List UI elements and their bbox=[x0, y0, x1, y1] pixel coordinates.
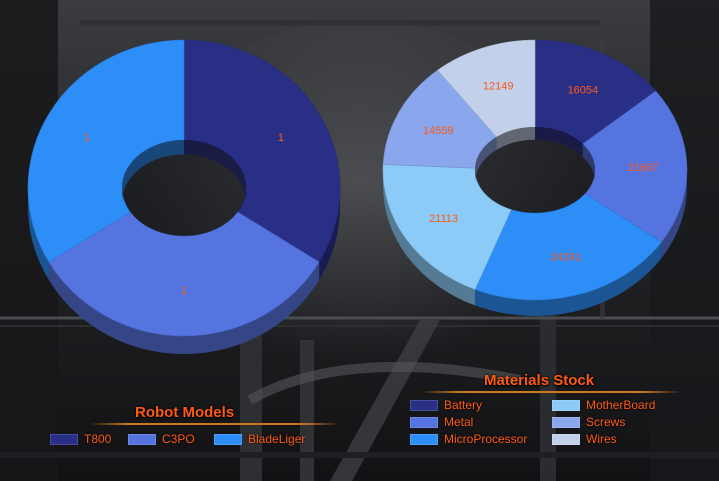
robot-models-hole bbox=[122, 140, 246, 236]
legend-item-wires[interactable]: Wires bbox=[552, 432, 617, 446]
materials-stock-inner-wall-metal bbox=[582, 143, 595, 183]
robot-models-legend-title: Robot Models bbox=[135, 404, 235, 421]
legend-swatch-screws bbox=[552, 416, 580, 428]
materials-stock-inner-wall-battery bbox=[535, 127, 583, 157]
materials-stock-value-label-motherboard: 21113 bbox=[429, 213, 458, 225]
materials-stock-hole bbox=[475, 127, 595, 213]
materials-stock-inner-wall-wires bbox=[496, 127, 535, 150]
legend-item-motherboard[interactable]: MotherBoard bbox=[552, 398, 655, 412]
legend-item-c3po[interactable]: C3PO bbox=[128, 432, 195, 446]
legend-swatch-metal bbox=[410, 416, 438, 428]
robot-models-value-label-t800: 1 bbox=[278, 132, 284, 144]
legend-label-motherboard: MotherBoard bbox=[586, 398, 656, 412]
legend-label-bladeliger: BladeLiger bbox=[248, 432, 306, 446]
legend-item-metal[interactable]: Metal bbox=[410, 415, 473, 429]
legend-label-battery: Battery bbox=[444, 398, 483, 412]
robot-models-value-label-bladeliger: 1 bbox=[84, 132, 90, 144]
materials-stock-value-label-microprocessor: 24291 bbox=[550, 251, 581, 263]
robot-models-side-bladeliger bbox=[28, 188, 49, 280]
legend-label-microprocessor: MicroProcessor bbox=[444, 432, 528, 446]
legend-label-c3po: C3PO bbox=[162, 432, 195, 446]
robot-models-side-t800 bbox=[319, 188, 340, 280]
legend-item-microprocessor[interactable]: MicroProcessor bbox=[410, 432, 527, 446]
legend-swatch-t800 bbox=[50, 433, 78, 445]
legend-item-bladeliger[interactable]: BladeLiger bbox=[214, 432, 305, 446]
materials-stock-slice-motherboard[interactable] bbox=[382, 164, 512, 290]
legend-swatch-bladeliger bbox=[214, 433, 242, 445]
materials-stock-inner-wall-screws bbox=[475, 136, 497, 181]
materials-stock-value-label-screws: 14559 bbox=[423, 125, 454, 137]
legend-label-t800: T800 bbox=[84, 432, 112, 446]
robot-models-side-c3po bbox=[48, 262, 320, 354]
materials-stock-slice-microprocessor[interactable] bbox=[474, 193, 662, 301]
materials-stock-side-metal bbox=[661, 170, 687, 259]
legend-label-metal: Metal bbox=[444, 415, 474, 429]
legend-item-battery[interactable]: Battery bbox=[410, 398, 482, 412]
legend-swatch-wires bbox=[552, 433, 580, 445]
materials-stock-value-label-wires: 12149 bbox=[483, 80, 514, 92]
legend-swatch-motherboard bbox=[552, 399, 580, 411]
robot-models-inner-wall-t800 bbox=[184, 140, 246, 203]
materials-stock-side-motherboard bbox=[383, 170, 475, 306]
materials-stock-value-label-metal: 21667 bbox=[628, 162, 659, 174]
legend-item-t800[interactable]: T800 bbox=[50, 432, 111, 446]
materials-stock-donut-chart: 16054 21667 24291 21113 14559 12149 bbox=[382, 39, 688, 317]
robot-models-donut-chart: 1 1 1 bbox=[27, 39, 341, 354]
legend-item-screws[interactable]: Screws bbox=[552, 415, 625, 429]
legend-swatch-microprocessor bbox=[410, 433, 438, 445]
materials-stock-value-label-battery: 16054 bbox=[568, 84, 599, 96]
robot-models-slice-c3po[interactable] bbox=[48, 211, 320, 337]
materials-stock-legend-title: Materials Stock bbox=[484, 372, 595, 389]
robot-models-legend-underline bbox=[90, 423, 340, 425]
materials-stock-legend-underline bbox=[420, 391, 682, 393]
legend-swatch-battery bbox=[410, 399, 438, 411]
robot-models-inner-wall-bladeliger bbox=[122, 140, 184, 203]
legend-label-wires: Wires bbox=[586, 432, 617, 446]
robot-models-value-label-c3po: 1 bbox=[181, 285, 187, 297]
materials-stock-side-microprocessor bbox=[474, 242, 662, 317]
legend-swatch-c3po bbox=[128, 433, 156, 445]
legend-label-screws: Screws bbox=[586, 415, 626, 429]
